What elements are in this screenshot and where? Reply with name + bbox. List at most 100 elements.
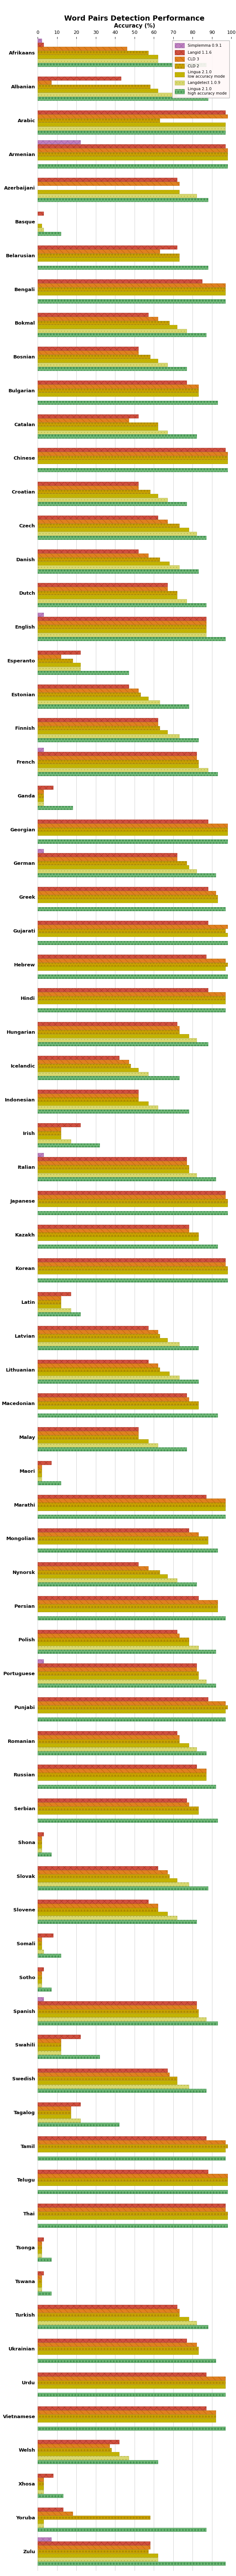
Bar xyxy=(38,1172,196,1177)
Bar xyxy=(38,891,216,894)
Bar xyxy=(38,252,179,258)
Bar xyxy=(38,629,206,634)
Bar xyxy=(38,1481,61,1484)
Bar xyxy=(38,1097,138,1103)
Bar xyxy=(38,183,179,185)
Bar xyxy=(38,1832,44,1837)
Bar xyxy=(38,417,129,422)
Bar xyxy=(38,2447,111,2452)
Bar xyxy=(38,1394,187,1396)
Bar xyxy=(38,211,44,216)
Bar xyxy=(38,1917,177,1919)
Bar xyxy=(38,1777,206,1780)
Bar xyxy=(38,2339,187,2342)
Bar xyxy=(38,2110,71,2115)
Bar xyxy=(38,2550,148,2553)
Bar xyxy=(38,920,208,925)
Bar xyxy=(38,265,208,270)
Bar xyxy=(38,1144,100,1146)
Bar xyxy=(38,1638,189,1641)
Bar xyxy=(38,1476,42,1481)
Bar xyxy=(38,2561,225,2566)
Bar xyxy=(38,363,167,366)
Bar xyxy=(38,997,225,999)
Bar xyxy=(38,2190,228,2195)
Bar xyxy=(38,992,225,997)
Bar xyxy=(38,595,177,598)
Bar xyxy=(38,1667,196,1672)
Bar xyxy=(38,587,167,590)
X-axis label: Accuracy (%): Accuracy (%) xyxy=(114,23,155,28)
Bar xyxy=(38,88,158,93)
Bar xyxy=(38,1803,189,1806)
Bar xyxy=(38,1270,228,1275)
Bar xyxy=(38,1989,51,1991)
Bar xyxy=(38,1123,80,1126)
Bar xyxy=(38,2208,225,2210)
Bar xyxy=(38,1561,138,1566)
Bar xyxy=(38,2239,44,2241)
Bar xyxy=(38,2213,228,2215)
Bar xyxy=(38,245,177,250)
Bar xyxy=(38,2257,51,2262)
Bar xyxy=(38,1103,148,1105)
Bar xyxy=(38,940,228,945)
Bar xyxy=(38,1327,148,1329)
Bar xyxy=(38,317,158,319)
Bar xyxy=(38,1069,138,1072)
Bar xyxy=(38,1919,196,1924)
Bar xyxy=(38,2223,228,2228)
Bar xyxy=(38,2491,44,2494)
Bar xyxy=(38,1072,148,1077)
Bar xyxy=(38,44,44,46)
Bar xyxy=(38,2506,63,2512)
Bar xyxy=(38,2202,225,2208)
Bar xyxy=(38,1025,179,1030)
Bar xyxy=(38,1984,42,1986)
Bar xyxy=(38,899,218,902)
Bar xyxy=(38,634,206,636)
Bar xyxy=(38,2537,51,2540)
Bar xyxy=(38,1718,225,1721)
Bar xyxy=(38,1837,42,1839)
Bar xyxy=(38,2069,167,2071)
Bar xyxy=(38,165,228,167)
Bar xyxy=(38,2038,61,2043)
Bar xyxy=(38,667,80,670)
Bar xyxy=(38,2035,80,2038)
Title: Word Pairs Detection Performance: Word Pairs Detection Performance xyxy=(64,15,205,23)
Bar xyxy=(38,1236,198,1242)
Bar xyxy=(38,1685,216,1687)
Bar xyxy=(38,569,198,574)
Bar xyxy=(38,2014,198,2017)
Bar xyxy=(38,703,189,708)
Bar xyxy=(38,1229,189,1231)
Bar xyxy=(38,554,148,556)
Bar xyxy=(38,2352,198,2354)
Bar xyxy=(38,1765,196,1770)
Bar xyxy=(38,2002,196,2004)
Bar xyxy=(38,613,44,616)
Bar xyxy=(38,1468,42,1473)
Bar xyxy=(38,1461,51,1466)
Bar xyxy=(38,1296,61,1301)
Bar xyxy=(38,693,140,696)
Bar xyxy=(38,1605,218,1607)
Bar xyxy=(38,2287,42,2290)
Bar xyxy=(38,2558,158,2561)
Bar xyxy=(38,2022,218,2025)
Bar xyxy=(38,1870,167,1873)
Bar xyxy=(38,1747,196,1752)
Bar xyxy=(38,2455,129,2460)
Bar xyxy=(38,2414,216,2419)
Bar xyxy=(38,1224,189,1229)
Bar xyxy=(38,250,160,252)
Bar xyxy=(38,113,228,118)
Bar xyxy=(38,2254,42,2257)
Bar xyxy=(38,46,127,52)
Bar xyxy=(38,688,138,693)
Bar xyxy=(38,1582,196,1587)
Bar xyxy=(38,590,177,595)
Bar xyxy=(38,2543,150,2545)
Bar xyxy=(38,1904,158,1909)
